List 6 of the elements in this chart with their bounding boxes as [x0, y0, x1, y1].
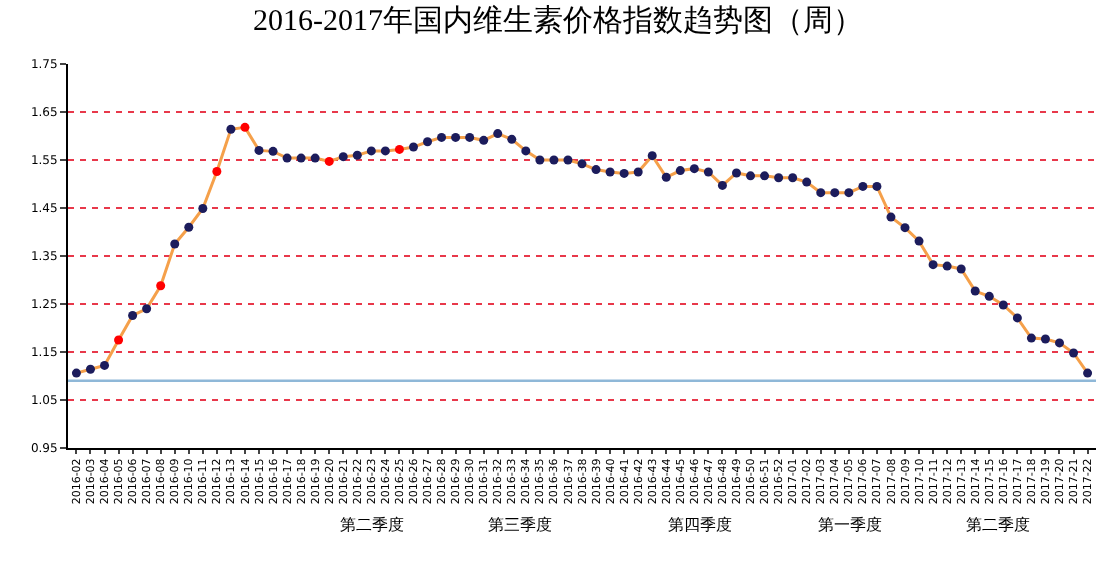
- text: 第一季度: [818, 516, 882, 534]
- text: 第三季度: [488, 516, 552, 534]
- text: 第二季度: [966, 516, 1030, 534]
- text: 第二季度: [340, 516, 404, 534]
- text: 第四季度: [668, 516, 732, 534]
- chart-title: 2016-2017年国内维生素价格指数趋势图（周）: [253, 3, 863, 38]
